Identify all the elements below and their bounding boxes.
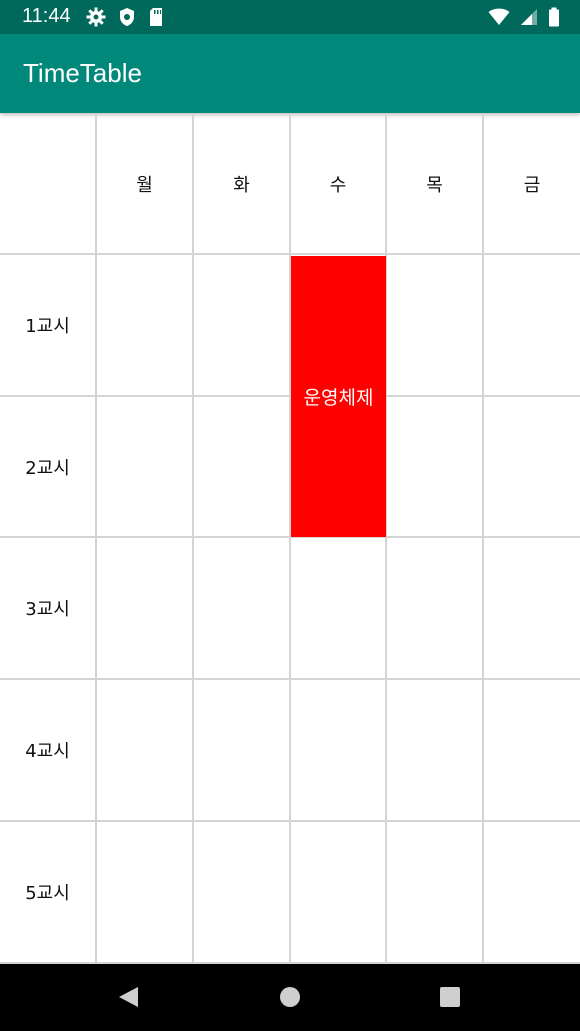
event-title: 운영체제: [303, 387, 374, 409]
timetable-cell[interactable]: [97, 538, 194, 680]
gear-icon: [86, 7, 106, 31]
day-header: 목: [387, 113, 484, 255]
timetable-cell[interactable]: [194, 680, 291, 822]
app-bar: TimeTable: [0, 34, 580, 113]
timetable-cell[interactable]: [387, 538, 484, 680]
timetable-cell[interactable]: [194, 538, 291, 680]
timetable-cell[interactable]: [194, 255, 291, 397]
timetable-cell[interactable]: [484, 822, 580, 964]
timetable-cell[interactable]: [387, 397, 484, 538]
wifi-icon: [488, 7, 510, 31]
period-label: 1교시: [0, 255, 97, 397]
timetable-cell[interactable]: [291, 538, 387, 680]
status-time: 11:44: [22, 5, 71, 27]
day-header: 금: [484, 113, 580, 255]
period-label: 4교시: [0, 680, 97, 822]
period-label: 3교시: [0, 538, 97, 680]
period-label: 5교시: [0, 822, 97, 964]
status-bar: 11:44: [0, 0, 580, 34]
timetable-cell[interactable]: [484, 680, 580, 822]
day-header: 수: [291, 113, 387, 255]
timetable-cell[interactable]: [387, 822, 484, 964]
battery-icon: [548, 7, 560, 31]
timetable-cell[interactable]: [291, 397, 387, 538]
timetable-cell[interactable]: [97, 255, 194, 397]
home-icon[interactable]: [280, 987, 300, 1007]
timetable-cell[interactable]: [291, 822, 387, 964]
sd-card-icon: [148, 7, 164, 31]
day-header: 월: [97, 113, 194, 255]
day-header: 화: [194, 113, 291, 255]
timetable-cell[interactable]: [484, 397, 580, 538]
shield-icon: [118, 7, 136, 31]
corner-cell: [0, 113, 97, 255]
timetable-cell[interactable]: [194, 397, 291, 538]
back-icon[interactable]: [118, 986, 140, 1012]
signal-icon: [520, 7, 538, 31]
timetable-cell[interactable]: [194, 822, 291, 964]
timetable-cell[interactable]: [484, 538, 580, 680]
timetable-cell[interactable]: [387, 680, 484, 822]
timetable-cell[interactable]: [291, 680, 387, 822]
timetable-cell[interactable]: [97, 397, 194, 538]
app-title: TimeTable: [23, 58, 142, 88]
timetable-cell[interactable]: [97, 680, 194, 822]
recent-apps-icon[interactable]: [440, 987, 460, 1007]
timetable-cell[interactable]: [484, 255, 580, 397]
event-block[interactable]: 운영체제: [291, 256, 386, 537]
period-label: 2교시: [0, 397, 97, 538]
timetable-grid: 월 화 수 목 금 1교시 2교시 3교시 4교시 5교시: [0, 113, 580, 964]
timetable-cell[interactable]: [97, 822, 194, 964]
timetable-cell[interactable]: [387, 255, 484, 397]
